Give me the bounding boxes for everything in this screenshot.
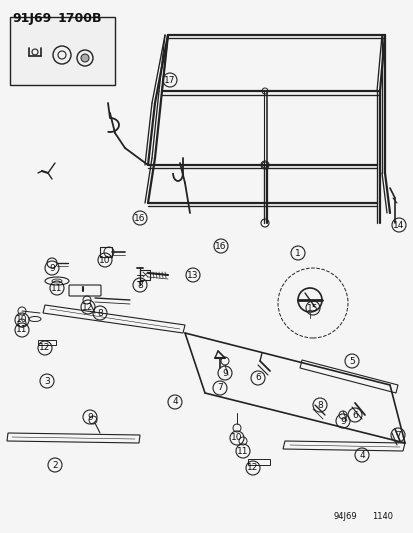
Text: 91J69: 91J69 (12, 12, 51, 25)
Bar (247, 459, 269, 465)
Circle shape (81, 54, 89, 62)
Text: 1700B: 1700B (58, 12, 102, 25)
Text: 11: 11 (237, 447, 248, 456)
Text: 10: 10 (16, 316, 28, 325)
Text: 1: 1 (294, 248, 300, 257)
Text: 16: 16 (215, 241, 226, 251)
Bar (100, 247, 112, 257)
Text: 15: 15 (306, 303, 318, 312)
Text: 9: 9 (339, 416, 345, 425)
Text: 5: 5 (348, 357, 354, 366)
Text: 6: 6 (254, 374, 260, 383)
Text: 14: 14 (392, 221, 404, 230)
Text: 4: 4 (358, 450, 364, 459)
Text: 2: 2 (52, 461, 58, 470)
Text: 10: 10 (231, 433, 242, 442)
Text: 8: 8 (97, 309, 102, 318)
Text: 13: 13 (187, 271, 198, 279)
Text: 1140: 1140 (371, 512, 392, 521)
Text: 7: 7 (394, 431, 400, 440)
Text: 16: 16 (134, 214, 145, 222)
Text: 9: 9 (49, 263, 55, 272)
Bar (10, 17, 115, 85)
Text: 17: 17 (164, 76, 176, 85)
Text: 7: 7 (216, 384, 222, 392)
Bar (38, 340, 56, 345)
Text: 9: 9 (87, 413, 93, 422)
Text: 8: 8 (316, 400, 322, 409)
Text: 12: 12 (39, 343, 50, 352)
Text: 94J69: 94J69 (333, 512, 357, 521)
Text: 9: 9 (222, 368, 227, 377)
Text: 3: 3 (44, 376, 50, 385)
Text: 11: 11 (16, 326, 28, 335)
Text: 8: 8 (137, 280, 142, 289)
Text: 12: 12 (247, 464, 258, 472)
Text: 4: 4 (172, 398, 177, 407)
Text: 10: 10 (99, 255, 111, 264)
Text: 12: 12 (82, 303, 93, 311)
Bar (140, 270, 150, 280)
Text: 6: 6 (351, 410, 357, 419)
Text: 11: 11 (51, 284, 63, 293)
